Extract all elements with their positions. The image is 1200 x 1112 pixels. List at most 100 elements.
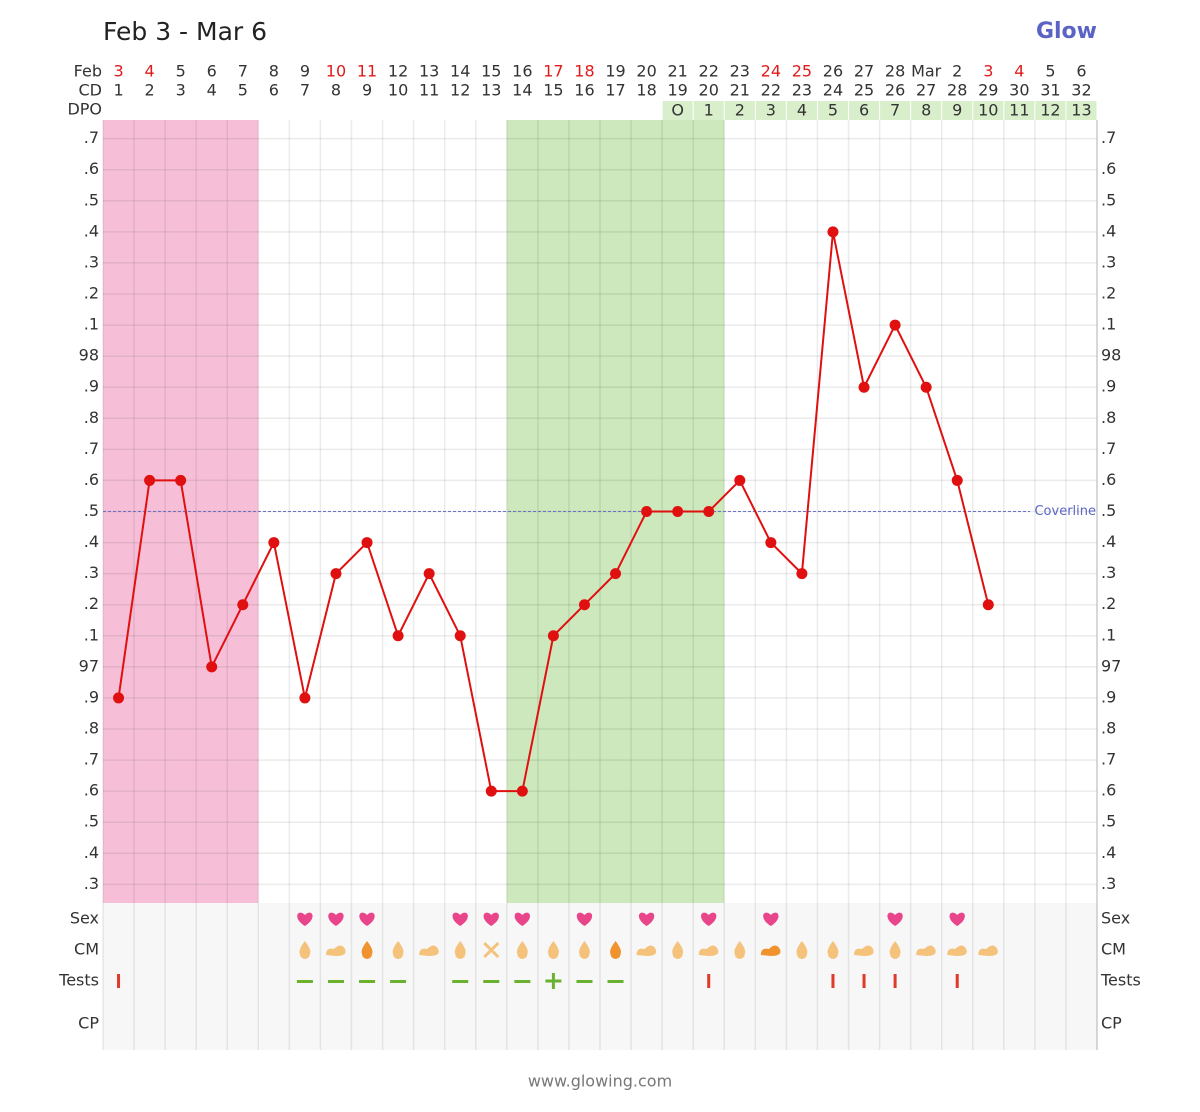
temperature-point [610,568,622,580]
temperature-point [858,381,870,393]
cd-label: 25 [854,81,874,100]
x-tick-label: 8 [269,62,279,81]
test-icon [707,974,711,988]
dpo-label: 2 [735,101,745,120]
y-tick-label: 98 [79,346,99,365]
x-tick-label: 5 [176,62,186,81]
y-tick-label: .4 [84,532,99,551]
dpo-cell [942,101,973,120]
row-label: CD [79,81,103,100]
cm-icon [672,941,684,959]
tracking-label-right: Tests [1100,971,1141,990]
temperature-point [796,568,808,580]
y-tick-label: .1 [84,625,99,644]
y-tick-label: .3 [84,563,99,582]
temperature-point [578,599,590,611]
cd-label: 27 [916,81,936,100]
sex-icon [328,912,344,926]
sex-icon [297,912,313,926]
x-tick-label: 21 [667,62,687,81]
dpo-label: 10 [978,101,998,120]
test-icon [862,974,866,988]
x-tick-label: 28 [885,62,905,81]
y-tick-label: .9 [84,687,99,706]
temperature-point [734,474,746,486]
dpo-cell [786,101,817,120]
tracking-label-right: Sex [1101,909,1130,928]
cd-label: 32 [1071,81,1091,100]
dpo-label: 11 [1009,101,1029,120]
x-tick-label: 4 [145,62,155,81]
cm-icon [889,941,901,959]
y-tick-label-right: .1 [1101,625,1116,644]
cd-label: 3 [176,81,186,100]
y-tick-label: .2 [84,284,99,303]
cd-label: 28 [947,81,967,100]
y-tick-label: .4 [84,843,99,862]
y-tick-label-right: 98 [1101,346,1121,365]
y-tick-label: .7 [84,128,99,147]
sex-icon [452,912,468,926]
test-icon [831,974,835,988]
cm-icon [392,941,404,959]
tracking-label-right: CP [1101,1014,1122,1033]
dpo-label: 9 [952,101,962,120]
cd-label: 5 [238,81,248,100]
cd-label: 9 [362,81,372,100]
y-tick-label: .4 [84,221,99,240]
temperature-point [516,785,528,797]
y-tick-label: .2 [84,594,99,613]
sex-icon [887,912,903,926]
test-icon [390,980,407,983]
cd-label: 11 [419,81,439,100]
cd-label: 20 [699,81,719,100]
sex-icon [638,912,655,926]
cd-label: 1 [113,81,123,100]
tracking-panel [103,903,1097,1050]
sex-icon [514,912,531,926]
y-tick-label: .7 [84,750,99,769]
y-tick-label-right: .2 [1101,284,1116,303]
dpo-cell [724,101,755,120]
y-tick-label-right: .1 [1101,315,1116,334]
cm-icon [483,941,500,959]
cm-icon [299,941,311,959]
cm-icon [454,941,466,959]
cd-label: 14 [512,81,532,100]
x-tick-label: 18 [574,62,594,81]
x-tick-label: 24 [761,62,781,81]
dpo-label: 3 [766,101,776,120]
test-icon [545,973,562,989]
cd-label: 10 [388,81,408,100]
temperature-point [206,661,218,673]
cd-label: 17 [605,81,625,100]
dpo-label: 13 [1071,101,1091,120]
temperature-point [951,474,963,486]
y-tick-label: .5 [84,812,99,831]
cm-icon [760,945,781,956]
test-icon [893,974,897,988]
chart-title: Feb 3 - Mar 6 [103,17,267,46]
cd-label: 13 [481,81,501,100]
temperature-point [423,568,435,580]
temperature-point [237,599,249,611]
y-tick-label-right: .5 [1101,501,1116,520]
y-tick-label: .6 [84,470,99,489]
sex-icon [763,912,779,926]
cm-icon [325,945,346,956]
dpo-cell [880,101,911,120]
cd-label: 6 [269,81,279,100]
test-icon [359,980,376,983]
temperature-point [765,537,777,549]
y-tick-label-right: .5 [1101,190,1116,209]
test-icon [955,974,959,988]
tracking-label: Sex [70,909,99,928]
dpo-cell [1035,101,1066,120]
tracking-label: Tests [58,971,99,990]
temperature-point [672,506,684,517]
temperature-point [827,226,839,238]
test-icon [576,980,593,983]
temperature-point [361,537,373,549]
temperature-point [175,474,187,486]
temperature-point [485,785,497,797]
